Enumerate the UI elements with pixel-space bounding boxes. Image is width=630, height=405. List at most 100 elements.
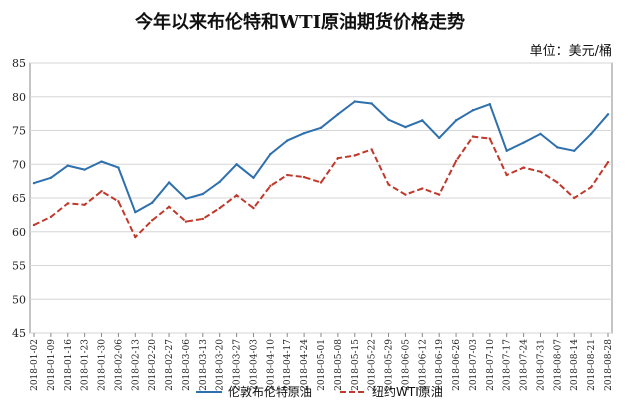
data-point [184,220,188,223]
data-point [66,164,69,167]
data-point [336,113,340,116]
y-tick-label: 45 [12,327,26,340]
data-point [336,156,340,160]
data-point [370,102,373,105]
data-point [454,159,458,163]
data-point [589,132,593,136]
x-tick-label: 2018-08-21 [587,339,597,391]
data-point [404,193,407,196]
data-point [488,102,492,106]
data-point [454,119,458,122]
data-point [556,181,559,184]
data-point [167,181,171,184]
data-point [404,125,407,129]
y-tick-label: 60 [12,226,26,239]
x-tick-label: 2018-03-20 [216,339,226,391]
x-tick-label: 2018-01-30 [98,339,108,391]
x-tick-label: 2018-04-24 [300,339,310,391]
data-point [606,113,610,116]
data-point [573,196,576,200]
series-line-wti [33,135,609,239]
x-tick-label: 2018-02-13 [131,339,141,391]
data-point [471,135,475,138]
x-tick-label: 2018-07-03 [469,339,479,391]
x-tick-label: 2018-07-10 [486,339,496,391]
data-point [421,119,424,122]
x-tick-label: 2018-03-06 [182,339,192,391]
data-point [437,136,441,140]
x-tick-label: 2018-03-13 [199,339,209,391]
series-line-brent [33,100,609,214]
data-point [117,200,120,203]
data-point [522,141,525,144]
data-point [269,184,272,188]
data-point [134,235,137,239]
data-point [83,168,86,171]
data-point [150,201,154,204]
x-tick-label: 2018-07-31 [536,339,546,391]
data-point [117,166,120,169]
data-point [387,118,390,121]
data-point [167,205,171,208]
x-tick-label: 2018-01-16 [64,339,74,391]
data-point [252,176,255,179]
y-tick-label: 80 [12,91,26,104]
data-point [32,181,36,185]
data-point [134,210,137,214]
data-point [286,173,289,177]
data-point [471,109,475,112]
data-point [319,181,323,184]
data-point [83,203,86,206]
chart-title: 今年以来布伦特和WTI原油期货价格走势 [134,12,466,33]
x-tick-label: 2018-04-17 [283,339,293,391]
data-point [522,166,525,169]
data-point [589,186,593,189]
data-point [505,173,508,177]
data-point [235,194,238,197]
data-point [218,180,221,183]
data-point [269,152,272,156]
data-point [66,202,69,205]
data-point [100,160,103,163]
data-point [286,139,289,142]
data-point [302,132,306,135]
y-tick-label: 85 [12,57,26,70]
y-tick-label: 50 [12,293,26,306]
data-point [218,206,221,210]
x-tick-label: 2018-05-01 [317,339,327,391]
data-point [49,215,53,219]
data-point [370,148,373,151]
x-tick-label: 2018-03-27 [233,339,243,391]
data-point [606,161,610,164]
data-point [387,183,390,186]
x-tick-label: 2018-06-26 [452,339,462,391]
data-point [49,176,53,179]
data-point [201,192,205,196]
x-tick-label: 2018-01-23 [81,339,91,391]
y-tick-label: 65 [12,192,26,205]
data-point [421,187,424,190]
x-tick-label: 2018-06-12 [418,339,428,391]
x-tick-label: 2018-07-17 [503,339,513,391]
x-tick-label: 2018-02-27 [165,339,175,391]
y-tick-label: 55 [12,260,26,273]
data-point [32,223,36,227]
x-tick-label: 2018-06-05 [401,339,411,391]
x-tick-label: 2018-06-19 [435,339,445,391]
y-tick-label: 75 [12,125,26,138]
data-point [201,217,205,221]
data-point [252,206,255,210]
x-tick-label: 2018-05-15 [351,339,361,391]
data-point [150,219,154,222]
x-tick-label: 2018-05-22 [368,339,378,391]
data-point [302,175,306,179]
data-point [235,163,238,166]
data-point [573,149,576,152]
x-tick-label: 2018-08-07 [553,339,563,391]
x-tick-label: 2018-05-29 [385,339,395,391]
x-tick-label: 2018-02-06 [114,339,124,391]
x-tick-label: 2018-07-24 [520,339,530,391]
data-point [437,193,441,196]
